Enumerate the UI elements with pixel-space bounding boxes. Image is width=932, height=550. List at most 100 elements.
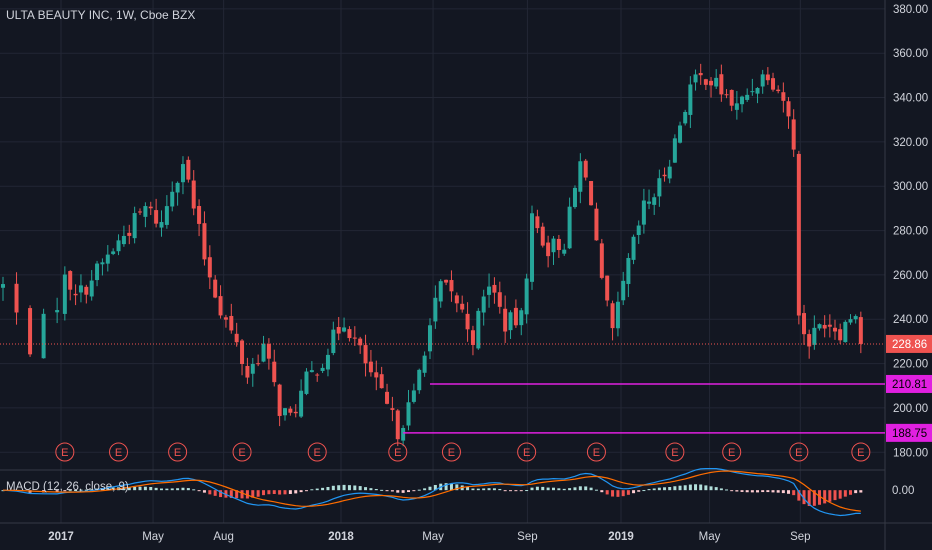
candle-body xyxy=(683,111,688,124)
chart-title: ULTA BEAUTY INC, 1W, Cboe BZX xyxy=(6,8,196,22)
earnings-marker-icon xyxy=(232,442,252,462)
candle-body xyxy=(567,206,572,249)
candle-body xyxy=(667,166,672,179)
macd-histogram-bar xyxy=(719,488,723,491)
macd-histogram-bar xyxy=(605,490,609,495)
macd-histogram-bar xyxy=(688,484,692,491)
candle-body xyxy=(417,369,422,391)
candle-body xyxy=(68,271,73,290)
candle-body xyxy=(138,211,143,213)
macd-histogram-bar xyxy=(647,489,651,491)
candle-body xyxy=(304,371,309,394)
candle-body xyxy=(481,296,486,313)
macd-histogram-bar xyxy=(186,488,190,491)
candle-body xyxy=(594,208,599,241)
earnings-marker-label: E xyxy=(174,447,181,459)
macd-histogram-bar xyxy=(761,490,765,493)
earnings-marker-label: E xyxy=(61,447,68,459)
earnings-marker-label: E xyxy=(523,447,530,459)
candle-body xyxy=(261,343,266,362)
macd-histogram-bar xyxy=(84,489,88,491)
macd-histogram-bar xyxy=(476,488,480,491)
macd-histogram-bar xyxy=(170,488,174,491)
earnings-marker-label: E xyxy=(448,447,455,459)
candle-body xyxy=(272,361,277,383)
earnings-marker-icon xyxy=(665,442,685,462)
macd-histogram-bar xyxy=(251,490,255,498)
time-tick-label: Sep xyxy=(790,531,810,543)
macd-histogram-bar xyxy=(55,490,59,493)
candle-body xyxy=(703,79,708,85)
macd-histogram-bar xyxy=(514,490,518,492)
candle-body xyxy=(551,238,556,253)
price-tick-label: 360.00 xyxy=(893,48,928,60)
macd-histogram-bar xyxy=(725,489,729,491)
macd-histogram-bar xyxy=(578,486,582,491)
macd-histogram-bar xyxy=(364,487,368,491)
macd-histogram-bar xyxy=(428,486,432,491)
level-label: 210.81 xyxy=(892,379,927,391)
candle-body xyxy=(175,182,180,193)
macd-histogram-bar xyxy=(657,487,661,491)
macd-histogram-bar xyxy=(396,490,400,493)
price-tick-label: 220.00 xyxy=(893,359,928,371)
macd-histogram-bar xyxy=(310,489,314,491)
candle-body xyxy=(368,361,373,373)
level-label: 188.75 xyxy=(892,428,927,440)
macd-title: MACD (12, 26, close, 9) xyxy=(6,481,129,493)
macd-histogram-bar xyxy=(235,490,239,499)
macd-histogram-bar xyxy=(642,490,646,492)
macd-histogram-bar xyxy=(797,490,801,501)
candle-body xyxy=(320,367,325,371)
candle-body xyxy=(465,313,470,330)
candle-body xyxy=(776,89,781,92)
earnings-marker-icon xyxy=(586,442,606,462)
candle-body xyxy=(524,278,529,315)
macd-histogram-bar xyxy=(568,488,572,491)
time-tick-label: May xyxy=(422,531,444,543)
candle-body xyxy=(812,327,817,345)
earnings-marker-icon xyxy=(851,442,871,462)
macd-histogram-bar xyxy=(380,489,384,491)
candle-body xyxy=(78,285,83,293)
macd-histogram-bar xyxy=(138,486,142,491)
candle-body xyxy=(492,284,497,293)
macd-histogram-bar xyxy=(843,490,847,497)
candle-body xyxy=(299,390,304,417)
macd-histogram-bar xyxy=(433,484,437,491)
candle-body xyxy=(540,226,545,246)
candle-body xyxy=(734,103,739,110)
candle-body xyxy=(631,236,636,260)
macd-histogram-bar xyxy=(787,490,791,494)
macd-histogram-bar xyxy=(818,490,822,505)
candle-body xyxy=(848,319,853,323)
macd-histogram-bar xyxy=(417,489,421,491)
candle-body xyxy=(352,337,357,339)
price-tick-label: 200.00 xyxy=(893,403,928,415)
macd-histogram-bar xyxy=(197,490,201,492)
macd-histogram-bar xyxy=(374,488,378,491)
candle-body xyxy=(802,313,807,335)
candle-body xyxy=(213,279,218,298)
candle-body xyxy=(385,391,390,404)
candle-body xyxy=(760,74,765,87)
candle-body xyxy=(191,180,196,209)
candle-body xyxy=(374,372,379,378)
earnings-marker-icon xyxy=(168,442,188,462)
candle-body xyxy=(62,274,67,314)
macd-histogram-bar xyxy=(127,487,131,491)
price-tick-label: 280.00 xyxy=(893,226,928,238)
macd-histogram-bar xyxy=(562,488,566,491)
signal-line xyxy=(2,470,861,512)
candle-body xyxy=(535,216,540,229)
earnings-marker-label: E xyxy=(671,447,678,459)
macd-histogram-bar xyxy=(859,490,863,493)
candle-body xyxy=(288,408,293,413)
macd-histogram-bar xyxy=(683,485,687,491)
candle-body xyxy=(858,317,863,344)
macd-histogram-bar xyxy=(245,490,249,499)
candle-body xyxy=(724,94,729,96)
candle-body xyxy=(444,279,449,283)
candle-body xyxy=(460,303,465,310)
